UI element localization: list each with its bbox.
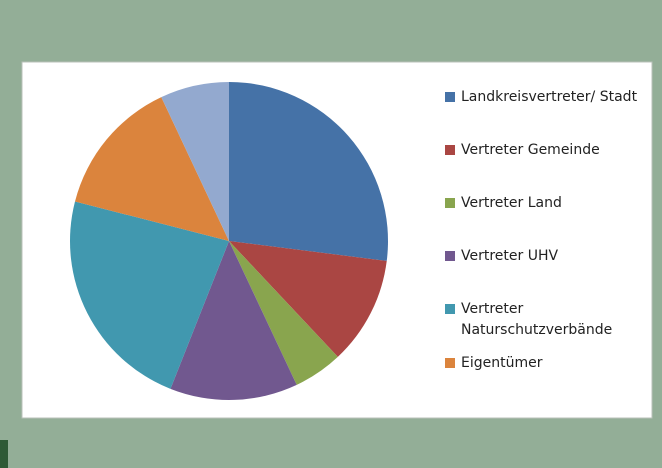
corner-strip xyxy=(0,440,8,468)
legend-swatch xyxy=(445,198,455,208)
legend: Landkreisvertreter/ Stadt Vertreter Gemei… xyxy=(445,89,638,371)
legend-swatch xyxy=(445,358,455,368)
legend-label: Vertreter UHV xyxy=(461,248,558,264)
pie-slice xyxy=(229,82,389,261)
pie-slice xyxy=(161,82,229,241)
legend-label: Landkreisvertreter/ Stadt xyxy=(461,89,638,105)
pie xyxy=(70,82,389,400)
legend-label: Vertreter Naturschutzverbände xyxy=(461,301,612,338)
legend-label: Vertreter Land xyxy=(461,195,562,211)
legend-swatch xyxy=(445,304,455,314)
pie-slice xyxy=(229,241,387,357)
legend-label: Eigentümer xyxy=(461,355,543,371)
legend-swatch xyxy=(445,92,455,102)
pie-slice xyxy=(74,97,230,241)
pie-slice xyxy=(170,241,297,400)
legend-label: Vertreter Gemeinde xyxy=(461,142,600,158)
pie-slice xyxy=(70,201,229,389)
legend-swatch xyxy=(445,145,455,155)
legend-swatch xyxy=(445,251,455,261)
pie-slice xyxy=(229,241,338,385)
